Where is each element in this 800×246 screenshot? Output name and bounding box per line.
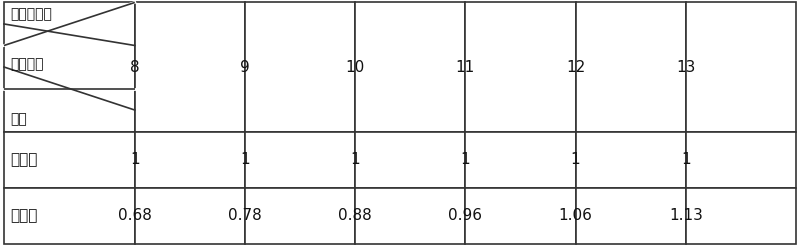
- Bar: [686, 187, 796, 244]
- Text: 0.88: 0.88: [338, 208, 372, 223]
- Text: 1: 1: [130, 152, 140, 167]
- Text: 1.06: 1.06: [558, 208, 593, 223]
- Bar: [355, 2, 466, 132]
- Text: 10: 10: [346, 60, 365, 75]
- Bar: [4, 132, 135, 187]
- Text: 1: 1: [570, 152, 581, 167]
- Bar: [135, 2, 245, 132]
- Bar: [245, 187, 355, 244]
- Bar: [466, 132, 576, 187]
- Bar: [245, 132, 355, 187]
- Bar: [466, 2, 576, 132]
- Text: 11: 11: [456, 60, 475, 75]
- Text: 0.68: 0.68: [118, 208, 152, 223]
- Text: 实施例编号: 实施例编号: [10, 7, 52, 21]
- Text: 0.78: 0.78: [228, 208, 262, 223]
- Text: 13: 13: [676, 60, 695, 75]
- Bar: [576, 132, 686, 187]
- Bar: [686, 2, 796, 132]
- Bar: [4, 187, 135, 244]
- Bar: [355, 187, 466, 244]
- Text: 1: 1: [350, 152, 360, 167]
- Text: 1: 1: [461, 152, 470, 167]
- Text: 9: 9: [240, 60, 250, 75]
- Bar: [576, 2, 686, 132]
- Bar: [576, 187, 686, 244]
- Bar: [355, 132, 466, 187]
- Bar: [686, 132, 796, 187]
- Bar: [466, 187, 576, 244]
- Text: 1: 1: [240, 152, 250, 167]
- Text: 8: 8: [130, 60, 140, 75]
- Text: 原料: 原料: [10, 113, 27, 127]
- Bar: [135, 132, 245, 187]
- Text: 无机碱: 无机碱: [10, 152, 38, 167]
- Text: 矿渣粉: 矿渣粉: [10, 208, 38, 223]
- Text: 重量比例: 重量比例: [10, 58, 44, 72]
- Bar: [135, 187, 245, 244]
- Bar: [4, 2, 135, 132]
- Text: 1.13: 1.13: [669, 208, 702, 223]
- Text: 0.96: 0.96: [449, 208, 482, 223]
- Text: 1: 1: [681, 152, 690, 167]
- Text: 12: 12: [566, 60, 586, 75]
- Bar: [245, 2, 355, 132]
